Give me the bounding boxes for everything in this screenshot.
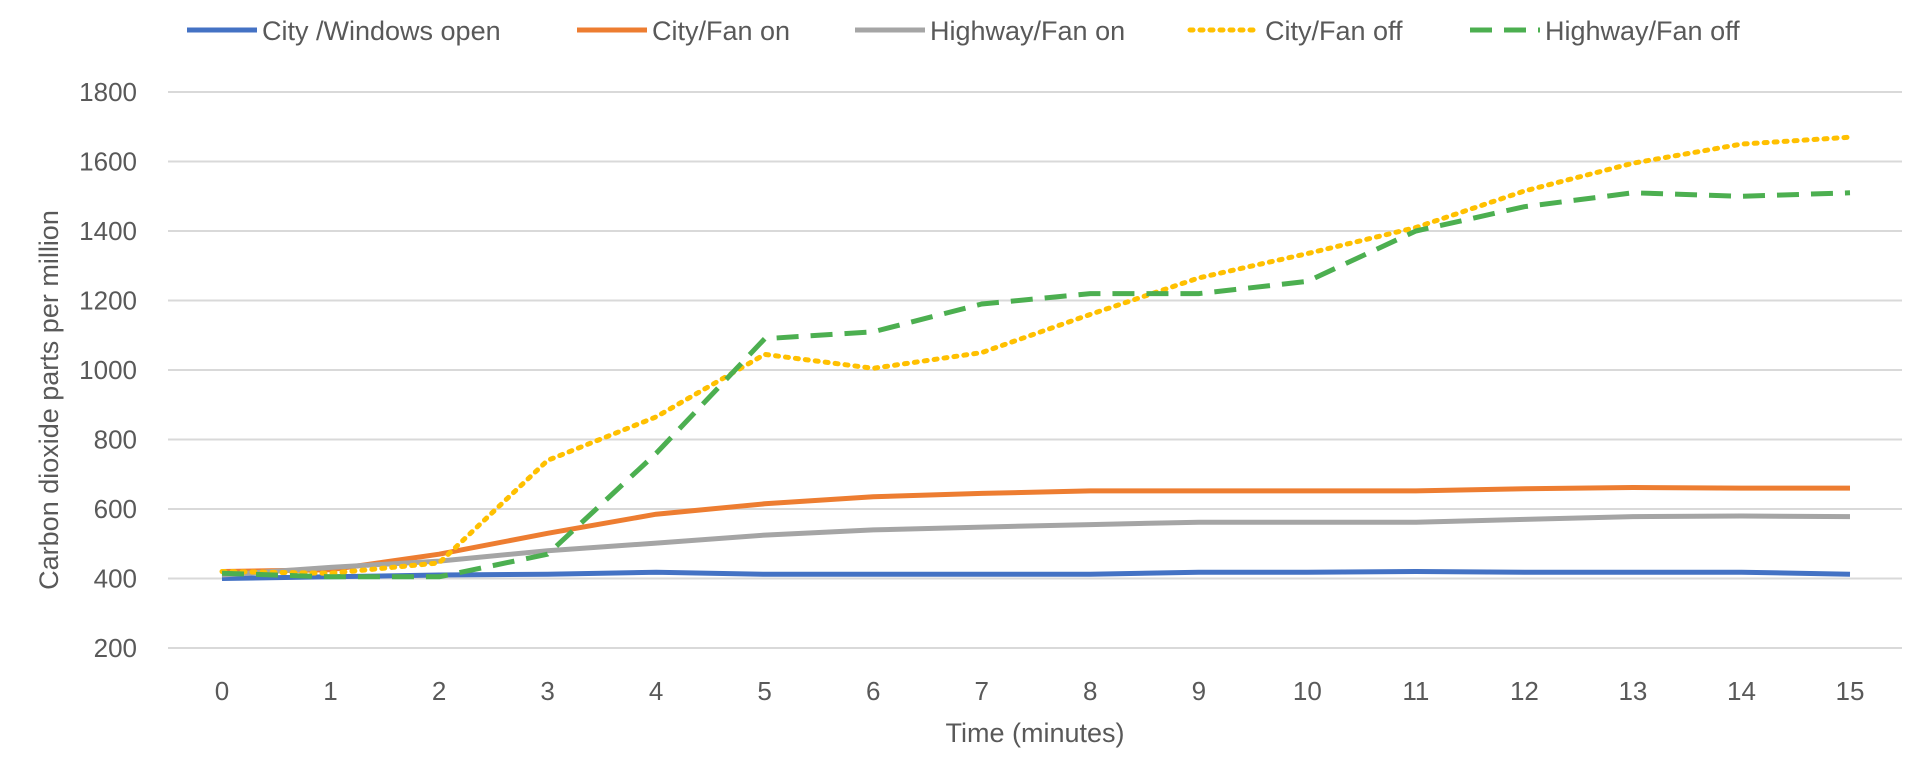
x-axis-ticks: 0 1 2 3 4 5 6 7 8 9 10 11 12 13 14 15: [215, 676, 1865, 706]
y-tick-label: 800: [94, 425, 137, 455]
x-tick-label: 9: [1192, 676, 1206, 706]
y-tick-label: 1600: [79, 147, 137, 177]
y-axis-title: Carbon dioxide parts per million: [34, 210, 64, 590]
series-lines: [219, 134, 1853, 581]
y-tick-label: 200: [94, 633, 137, 663]
series-line-4: [221, 190, 1851, 580]
x-tick-label: 2: [432, 676, 446, 706]
legend-label-2: Highway/Fan on: [930, 16, 1125, 46]
x-tick-label: 6: [866, 676, 880, 706]
x-tick-label: 4: [649, 676, 663, 706]
x-tick-label: 11: [1402, 676, 1429, 706]
legend-label-1: City/Fan on: [652, 16, 790, 46]
x-tick-label: 3: [540, 676, 554, 706]
x-tick-label: 10: [1293, 676, 1322, 706]
x-tick-label: 0: [215, 676, 229, 706]
y-tick-label: 1400: [79, 216, 137, 246]
legend-label-4: Highway/Fan off: [1545, 16, 1740, 46]
series-line-1: [221, 485, 1850, 574]
x-tick-label: 14: [1727, 676, 1756, 706]
x-tick-label: 12: [1510, 676, 1539, 706]
y-tick-label: 1000: [79, 355, 137, 385]
gridlines: [168, 91, 1902, 649]
x-tick-label: 8: [1083, 676, 1097, 706]
legend-label-0: City /Windows open: [262, 16, 501, 46]
series-line-0: [221, 569, 1851, 581]
y-tick-label: 600: [94, 494, 137, 524]
x-tick-label: 1: [323, 676, 337, 706]
x-tick-label: 5: [757, 676, 771, 706]
x-tick-label: 13: [1618, 676, 1647, 706]
x-axis-title: Time (minutes): [945, 718, 1124, 748]
y-tick-label: 1800: [79, 77, 137, 107]
series-line-3: [219, 134, 1853, 576]
y-axis-ticks: 200 400 600 800 1000 1200 1400 1600 1800: [79, 77, 137, 663]
x-tick-label: 7: [974, 676, 988, 706]
legend-label-3: City/Fan off: [1265, 16, 1403, 46]
y-tick-label: 1200: [79, 286, 137, 316]
series-line-2: [221, 513, 1851, 578]
x-tick-label: 15: [1836, 676, 1865, 706]
legend: City /Windows open City/Fan on Highway/Fan…: [187, 16, 1740, 46]
y-tick-label: 400: [94, 564, 137, 594]
